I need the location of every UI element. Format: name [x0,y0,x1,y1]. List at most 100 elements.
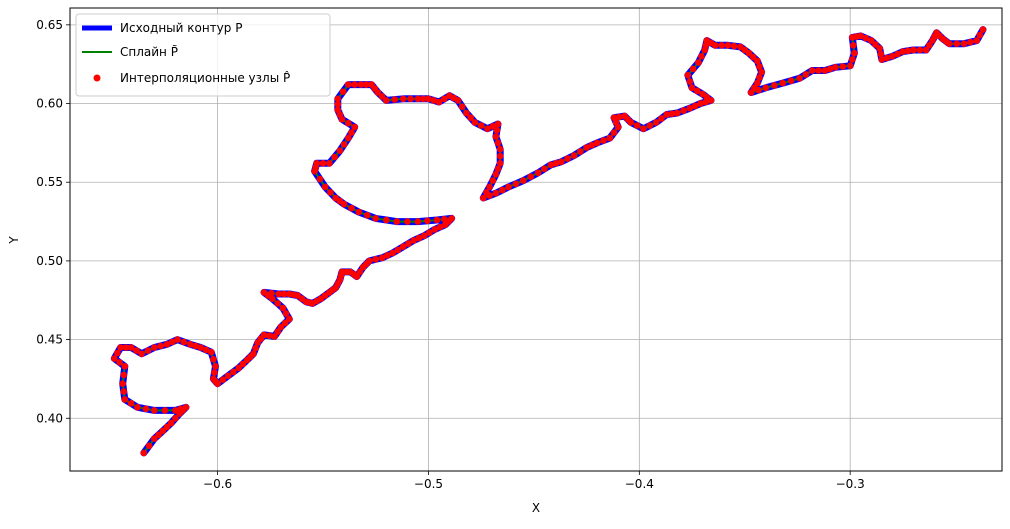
interpolation-node [157,342,164,350]
interpolation-node [327,189,334,196]
interpolation-node [430,97,438,104]
interpolation-node [979,26,987,33]
x-axis-ticks: −0.6 −0.5 −0.4 −0.3 [203,471,865,491]
interpolation-node [389,249,396,257]
interpolation-node [414,218,422,225]
interpolation-node [771,82,778,89]
interpolation-node [281,319,289,327]
interpolation-node [695,59,702,66]
interpolation-node [697,100,704,107]
interpolation-node [926,42,933,49]
interpolation-node [433,216,441,224]
interpolation-node [953,40,960,47]
interpolation-node [494,165,502,173]
interpolation-node [652,119,660,126]
interpolation-node [826,65,834,73]
interpolation-node [151,344,158,351]
interpolation-node [499,186,506,194]
plot-area [110,26,987,457]
interpolation-node [754,79,761,87]
interpolation-node [493,127,501,134]
interpolation-node [399,243,407,250]
interpolation-node [686,78,694,85]
interpolation-node [458,103,466,110]
interpolation-node [758,68,765,76]
interpolation-node [345,134,352,142]
interpolation-node [363,81,370,88]
interpolation-node [547,161,555,169]
interpolation-node [114,349,121,357]
interpolation-node [339,88,347,95]
interpolation-node [674,109,681,117]
interpolation-node [345,81,352,88]
interpolation-node [756,74,763,81]
interpolation-node [313,160,321,167]
interpolation-node [399,95,407,103]
interpolation-node [851,49,858,57]
interpolation-node [564,155,571,162]
interpolation-node [321,183,329,191]
y-tick-label: 0.40 [36,411,63,425]
interpolation-node [471,119,479,126]
interpolation-node [922,46,930,54]
interpolation-node [894,50,901,58]
interpolation-node [754,57,761,65]
interpolation-node [878,56,886,63]
interpolation-node [680,107,687,114]
interpolation-node [119,380,126,388]
interpolation-node [111,355,118,362]
interpolation-node [186,341,194,348]
interpolation-node [340,141,348,148]
interpolation-node [271,333,278,340]
interpolation-node [889,53,896,60]
interpolation-node [904,47,912,55]
interpolation-node [973,37,980,44]
interpolation-node [260,331,268,339]
interpolation-node [163,423,171,431]
interpolation-node [593,139,601,147]
interpolation-node [202,346,210,354]
interpolation-node [686,104,694,112]
interpolation-node [282,310,290,317]
interpolation-node [718,42,725,49]
interpolation-node [331,153,338,161]
interpolation-node [467,114,474,121]
interpolation-node [219,376,227,384]
interpolation-node [356,268,364,276]
interpolation-node [319,160,327,167]
legend-label-spline: Сплайн P̃ [120,45,178,59]
x-axis-label: X [532,501,540,515]
interpolation-node [142,405,150,413]
interpolation-node [756,63,763,70]
interpolation-node [496,160,504,167]
interpolation-node [260,289,268,296]
interpolation-node [345,119,352,127]
interpolation-node [410,237,418,244]
interpolation-node [527,173,534,180]
interpolation-node [120,388,128,395]
interpolation-node [441,215,448,223]
grid-lines [70,8,1002,471]
legend-label-contour: Исходный контур P [120,21,242,35]
interpolation-node [749,53,757,61]
interpolation-node [448,215,456,222]
interpolation-node [364,212,371,219]
interpolation-node [197,344,204,351]
interpolation-node [405,240,412,247]
interpolation-node [172,407,179,414]
interpolation-node [724,42,732,49]
interpolation-node [846,62,854,70]
x-tick-label: −0.3 [836,477,865,491]
interpolation-node [374,89,382,96]
interpolation-node [383,97,390,104]
interpolation-node [425,95,432,103]
interpolation-node [916,46,924,54]
interpolation-node [616,113,623,121]
interpolation-node [280,290,288,298]
interpolation-node [832,64,839,71]
interpolation-node [946,40,953,47]
interpolation-node [404,218,411,225]
interpolation-node [815,67,822,74]
interpolation-node [366,257,373,265]
